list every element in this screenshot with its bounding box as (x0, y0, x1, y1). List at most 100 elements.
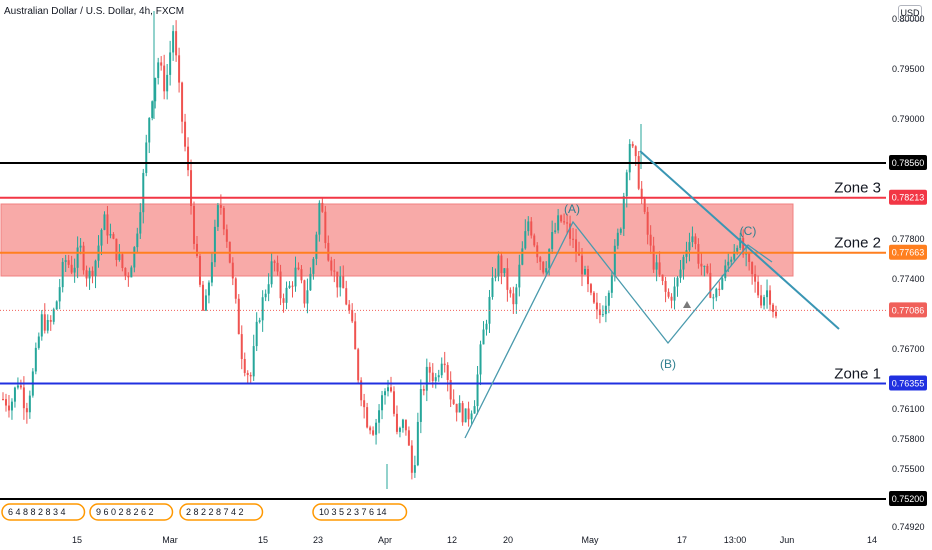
candle-body (398, 427, 401, 432)
candle-body (49, 320, 52, 322)
candle-body (634, 146, 637, 157)
candle-body (270, 261, 273, 285)
candle-body (410, 445, 413, 473)
y-tick-label: 0.75500 (892, 464, 925, 474)
candle-body (115, 238, 118, 260)
event-marker-strip: 10 3 5 2 3 7 6 14 (312, 503, 408, 521)
candle-body (569, 223, 572, 239)
axis-layer: 0.80000 0.79500 0.79000 0.77800 0.77400 0.767… (1, 14, 925, 545)
descending-trend-line (639, 150, 840, 330)
candle-body (581, 255, 584, 275)
candle-body (494, 276, 497, 278)
candle-body (760, 295, 763, 306)
candle-body (360, 380, 363, 401)
candle-body (157, 62, 160, 78)
candle-body (294, 267, 297, 287)
x-tick-label: Apr (378, 535, 392, 545)
candle-body (243, 358, 246, 373)
candle-body (676, 277, 679, 287)
candle-body (625, 172, 628, 197)
drawing-layer: (A) (B) (C) (464, 150, 840, 439)
candle-body (163, 65, 166, 92)
candle-body (616, 232, 619, 246)
chart-title: Australian Dollar / U.S. Dollar, 4h, FXC… (4, 6, 185, 17)
candle-body (443, 363, 446, 366)
candle-body (100, 229, 103, 246)
triangle-marker (683, 301, 691, 308)
level-price-label-1: 0.78213 (892, 193, 925, 203)
candle-body (190, 170, 193, 206)
level-price-label-3: 0.76355 (892, 379, 925, 389)
candle-body (748, 252, 751, 263)
candle-body (216, 205, 219, 227)
y-tick-label: 0.76100 (892, 404, 925, 414)
candle-body (315, 234, 318, 259)
candle-body (419, 388, 422, 422)
candle-body (464, 408, 467, 423)
candle-body (721, 278, 724, 290)
candle-body (637, 156, 640, 189)
candle-body (10, 401, 13, 411)
x-tick-label: 13:00 (724, 535, 747, 545)
candle-body (401, 419, 404, 428)
candle-body (709, 272, 712, 298)
candle-body (288, 285, 291, 288)
candle-body (416, 421, 419, 466)
candle-body (661, 274, 664, 281)
candle-body (440, 363, 443, 376)
candle-body (79, 245, 82, 248)
candle-body (727, 261, 730, 266)
candle-body (64, 260, 67, 262)
zone-label-1: Zone 1 (834, 366, 881, 383)
candle-body (527, 221, 530, 232)
candle-body (455, 403, 458, 413)
candle-body (94, 260, 97, 277)
candle-body (679, 269, 682, 278)
candle-body (372, 430, 375, 435)
y-tick-label: 0.77800 (892, 234, 925, 244)
candle-body (566, 222, 569, 224)
event-marker-strip: 6 4 8 8 2 8 3 4 (1, 503, 86, 521)
x-tick-label: Jun (780, 535, 795, 545)
candle-body (357, 349, 360, 381)
candle-body (70, 264, 73, 273)
candle-body (264, 293, 267, 298)
candle-body (273, 261, 276, 263)
candle-body (697, 244, 700, 264)
candle-body (524, 231, 527, 249)
candle-body (366, 407, 369, 428)
candle-body (240, 334, 243, 359)
candle-body (178, 55, 181, 83)
candle-body (619, 228, 622, 233)
candle-body (300, 269, 303, 281)
candle-body (246, 372, 249, 375)
wave-label-b: (B) (660, 357, 676, 371)
candle-body (539, 257, 542, 262)
candle-body (124, 267, 127, 276)
candle-body (213, 226, 216, 263)
candle-body (622, 196, 625, 229)
candle-body (395, 413, 398, 432)
candle-body (766, 290, 769, 298)
candle-body (103, 214, 106, 230)
candle-body (333, 270, 336, 272)
candle-body (7, 405, 10, 411)
candle-body (631, 144, 634, 147)
x-tick-label: 20 (503, 535, 513, 545)
candle-body (428, 366, 431, 373)
candle-body (730, 259, 733, 262)
candle-body (187, 146, 190, 171)
candle-body (43, 314, 46, 331)
candle-body (121, 254, 124, 268)
candle-body (303, 280, 306, 304)
candle-body (518, 264, 521, 288)
candle-body (497, 255, 500, 277)
candle-body (306, 290, 309, 304)
candle-body (160, 62, 163, 66)
currency-badge[interactable]: USD (898, 5, 922, 21)
event-strip-bg (312, 503, 408, 521)
candle-body (533, 235, 536, 246)
candle-body (384, 391, 387, 396)
candle-body (595, 302, 598, 310)
